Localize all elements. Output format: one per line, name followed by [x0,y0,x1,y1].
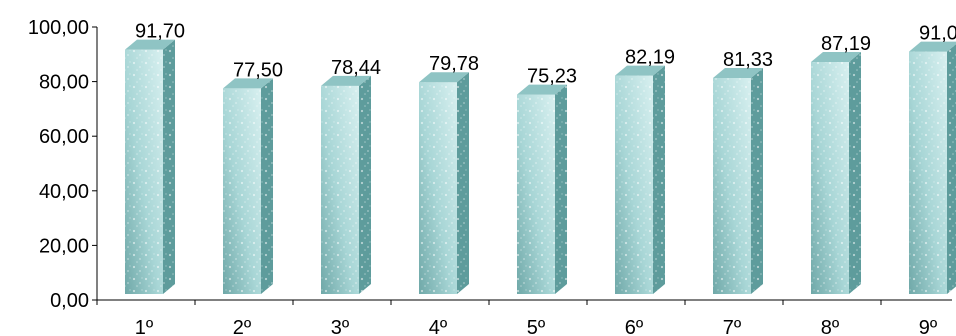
bar [223,78,273,294]
bar [419,72,469,295]
bar-texture [811,61,849,294]
bar [517,84,567,294]
bar [125,39,175,295]
bar-side-texture [163,39,175,295]
bar-side-texture [359,75,371,295]
bar-top [811,51,861,62]
bar-top [419,72,469,83]
y-axis: 0,00 20,00 40,00 60,00 80,00 100,00 [28,17,98,312]
x-tick-label: 2º [233,317,252,336]
bar [909,41,956,294]
bar [713,67,763,294]
x-tick-label: 8º [821,317,840,336]
bar [811,51,861,294]
bar-texture [615,75,653,294]
data-label: 87,19 [821,33,871,55]
bar-side-texture [947,44,956,294]
bar-texture [713,77,751,294]
x-tick-label: 4º [429,317,448,336]
bar-texture [909,51,947,294]
bar-side-texture [653,65,665,294]
y-tick-label: 20,00 [39,235,89,257]
bar-side-texture [849,51,861,294]
x-axis: 1º 2º 3º 4º 5º 6º 7º 8º 9º [96,299,952,336]
y-tick-label: 40,00 [39,181,89,203]
bar-top [909,41,956,52]
x-tick-label: 1º [135,317,154,336]
y-tick-label: 0,00 [50,290,89,312]
bar-top [223,78,273,89]
bar-side-texture [261,78,273,294]
bar-texture [223,88,261,294]
bar-top [713,67,763,78]
bar-side-texture [555,84,567,294]
bar-side-texture [751,67,763,294]
data-label: 82,19 [625,47,675,69]
bar-texture [419,82,457,295]
data-labels: 91,70 77,50 78,44 79,78 75,23 82,19 81,33 87,19… [135,21,956,88]
bar-texture [517,94,555,294]
data-label: 91,70 [135,21,185,43]
y-tick-label: 60,00 [39,126,89,148]
bar-top [321,75,371,86]
x-tick-label: 5º [527,317,546,336]
bar [615,65,665,294]
bar-texture [125,49,163,295]
data-label: 75,23 [527,66,577,88]
bar-top [517,84,567,95]
x-tick-label: 3º [331,317,350,336]
x-tick-label: 9º [919,317,938,336]
x-tick-label: 7º [723,317,742,336]
bar-top [125,39,175,50]
x-tick-label: 6º [625,317,644,336]
data-label: 81,33 [723,49,773,71]
data-label: 79,78 [429,53,479,75]
bar-top [615,65,665,76]
data-label: 91,00 [919,23,956,45]
bar [321,75,371,295]
data-label: 78,44 [331,57,381,79]
bar-texture [321,85,359,295]
bars [125,39,956,295]
y-tick-label: 100,00 [28,17,89,39]
y-tick-label: 80,00 [39,72,89,94]
bar-side-texture [457,72,469,295]
data-label: 77,50 [233,59,283,81]
